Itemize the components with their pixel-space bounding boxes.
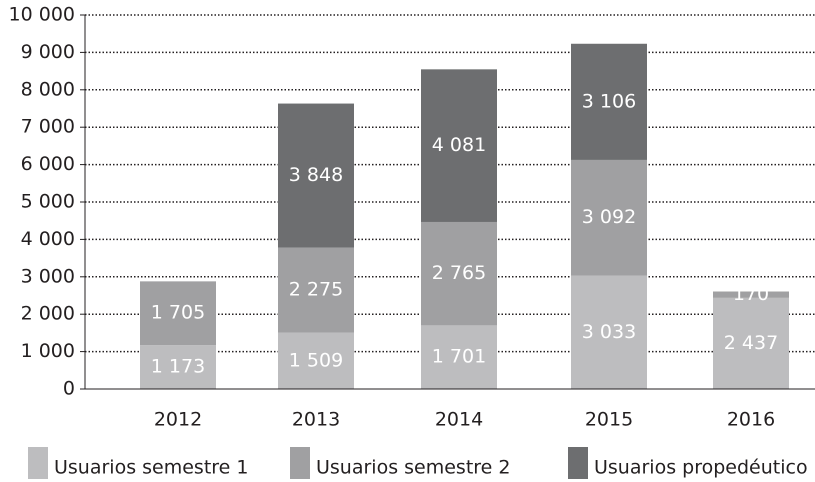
- legend-swatch: [28, 447, 48, 479]
- legend-label: Usuarios propedéutico: [594, 457, 808, 479]
- x-tick-label: 2012: [154, 409, 202, 431]
- value-label: 3 092: [582, 206, 636, 228]
- bar-segment: [278, 247, 354, 333]
- y-tick-label: 1 000: [21, 340, 75, 362]
- legend-label: Usuarios semestre 1: [54, 457, 249, 479]
- y-tick-label: 5 000: [21, 191, 75, 213]
- legend-label: Usuarios semestre 2: [316, 457, 511, 479]
- x-tick-label: 2014: [435, 409, 483, 431]
- bar-segment: [140, 345, 216, 389]
- bar-segment: [421, 221, 497, 326]
- bar-segment: [278, 332, 354, 389]
- y-tick-label: 10 000: [9, 4, 75, 26]
- y-tick-label: 4 000: [21, 228, 75, 250]
- x-tick-label: 2015: [585, 409, 633, 431]
- y-tick-label: 6 000: [21, 153, 75, 175]
- y-tick-label: 8 000: [21, 78, 75, 100]
- bar-segment: [140, 281, 216, 346]
- value-label: 170: [733, 283, 769, 305]
- value-label: 1 173: [151, 356, 205, 378]
- value-label: 2 765: [432, 262, 486, 284]
- legend-swatch: [290, 447, 310, 479]
- y-tick-label: 7 000: [21, 116, 75, 138]
- value-label: 2 437: [724, 332, 778, 354]
- bar-segment: [421, 69, 497, 222]
- bar-segment: [713, 297, 789, 389]
- value-label: 3 033: [582, 321, 636, 343]
- value-label: 1 701: [432, 346, 486, 368]
- value-label: 3 848: [289, 164, 343, 186]
- value-label: 3 106: [582, 90, 636, 112]
- value-label: 4 081: [432, 134, 486, 156]
- value-label: 1 509: [289, 349, 343, 371]
- bar-segment: [571, 159, 647, 276]
- y-tick-label: 9 000: [21, 41, 75, 63]
- bar-segment: [571, 43, 647, 160]
- value-label: 2 275: [289, 279, 343, 301]
- y-tick-label: 3 000: [21, 265, 75, 287]
- value-label: 1 705: [151, 302, 205, 324]
- x-tick-label: 2013: [292, 409, 340, 431]
- bar-segment: [278, 103, 354, 248]
- bar-segment: [571, 275, 647, 389]
- x-tick-label: 2016: [727, 409, 775, 431]
- y-tick-label: 0: [63, 378, 75, 400]
- y-tick-label: 2 000: [21, 303, 75, 325]
- legend-swatch: [568, 447, 588, 479]
- bar-segment: [713, 291, 789, 298]
- bar-segment: [421, 325, 497, 389]
